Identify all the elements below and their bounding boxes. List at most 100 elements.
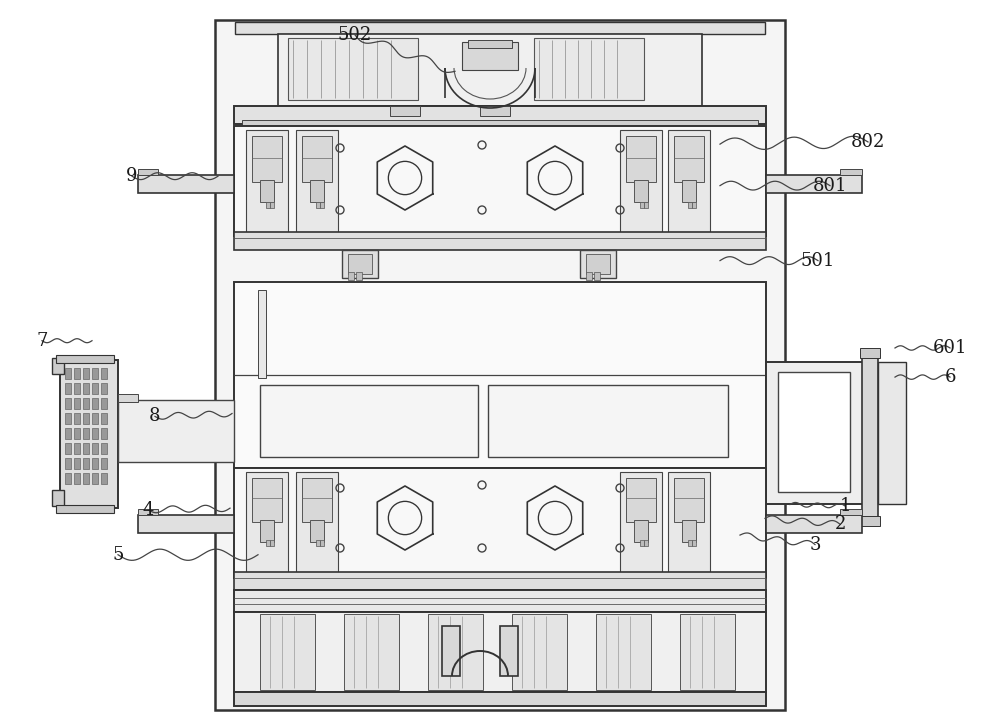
Bar <box>586 254 610 274</box>
Bar <box>580 250 616 278</box>
Bar <box>101 473 107 484</box>
Bar <box>468 40 512 48</box>
Bar <box>640 540 644 546</box>
Bar <box>74 398 80 409</box>
Bar <box>266 540 270 546</box>
Bar <box>56 505 114 513</box>
Bar <box>234 106 766 124</box>
Bar <box>234 468 766 578</box>
Bar <box>320 202 324 208</box>
Bar <box>342 250 378 278</box>
Bar <box>668 472 710 572</box>
Bar <box>344 614 399 690</box>
Bar <box>634 180 648 202</box>
Bar <box>626 478 656 522</box>
Text: 5: 5 <box>112 546 124 563</box>
Bar <box>101 413 107 424</box>
Bar <box>83 413 89 424</box>
Bar <box>316 202 320 208</box>
Bar <box>258 290 266 378</box>
Bar <box>101 398 107 409</box>
Bar <box>260 385 478 457</box>
Bar <box>310 520 324 542</box>
Bar <box>766 515 862 533</box>
Bar <box>310 180 324 202</box>
Bar <box>260 614 315 690</box>
Bar <box>278 34 702 106</box>
Bar <box>640 202 644 208</box>
Text: 8: 8 <box>149 408 161 425</box>
Bar <box>302 478 332 522</box>
Bar <box>860 348 880 358</box>
Bar <box>296 130 338 232</box>
Bar <box>348 254 372 274</box>
Bar <box>138 175 234 193</box>
Bar <box>138 515 234 533</box>
Bar <box>270 540 274 546</box>
Bar <box>83 368 89 379</box>
Bar <box>766 362 866 504</box>
Bar <box>626 136 656 182</box>
Bar <box>778 372 850 492</box>
Bar <box>234 232 766 250</box>
Bar <box>234 692 766 706</box>
Bar <box>83 443 89 454</box>
Text: 9: 9 <box>126 167 138 185</box>
Bar <box>674 136 704 182</box>
Bar <box>74 413 80 424</box>
Bar <box>644 540 648 546</box>
Bar <box>101 428 107 439</box>
Text: 501: 501 <box>801 252 835 269</box>
Bar <box>860 516 880 526</box>
Bar <box>586 272 592 280</box>
Bar <box>596 614 651 690</box>
Bar <box>296 472 338 572</box>
Bar <box>302 136 332 182</box>
Bar <box>74 443 80 454</box>
Bar <box>65 383 71 394</box>
Bar <box>65 458 71 469</box>
Bar <box>101 458 107 469</box>
Bar <box>390 106 420 116</box>
Bar <box>594 272 600 280</box>
Bar <box>682 520 696 542</box>
Bar <box>83 473 89 484</box>
Bar <box>74 473 80 484</box>
Bar <box>688 202 692 208</box>
Bar <box>234 282 766 468</box>
Bar <box>320 540 324 546</box>
Bar <box>252 136 282 182</box>
Bar <box>234 572 766 590</box>
Bar <box>878 362 906 504</box>
Bar <box>356 272 362 280</box>
Bar <box>246 130 288 232</box>
Bar <box>92 473 98 484</box>
Bar <box>92 413 98 424</box>
Bar <box>840 509 862 515</box>
Bar <box>270 202 274 208</box>
Bar <box>65 413 71 424</box>
Bar <box>246 472 288 572</box>
Bar <box>235 22 765 34</box>
Bar <box>101 443 107 454</box>
Bar <box>52 358 64 374</box>
Bar <box>260 180 274 202</box>
Bar <box>234 612 766 692</box>
Bar <box>442 626 460 676</box>
Bar <box>138 509 158 515</box>
Text: 802: 802 <box>851 133 885 151</box>
Text: 6: 6 <box>944 368 956 386</box>
Bar <box>348 272 354 280</box>
Bar <box>83 383 89 394</box>
Bar <box>74 458 80 469</box>
Bar <box>488 385 728 457</box>
Bar <box>74 368 80 379</box>
Bar <box>83 428 89 439</box>
Bar <box>680 614 735 690</box>
Bar <box>65 443 71 454</box>
Bar <box>316 540 320 546</box>
Bar <box>74 383 80 394</box>
Bar <box>92 383 98 394</box>
Text: 601: 601 <box>933 339 967 357</box>
Bar <box>74 428 80 439</box>
